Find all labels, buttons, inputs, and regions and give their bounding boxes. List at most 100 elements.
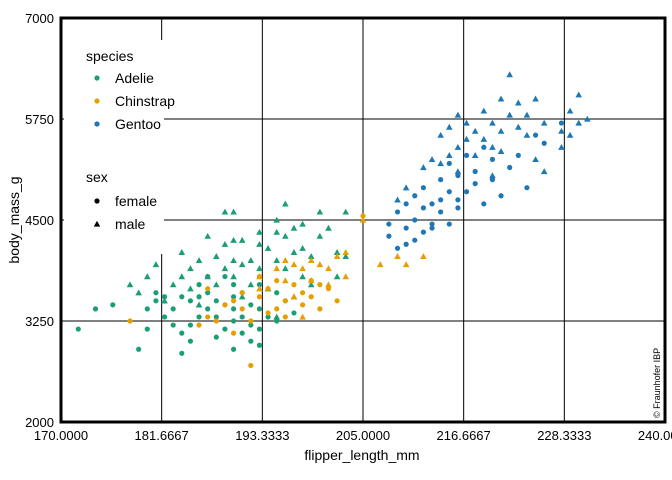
adelie-female-point bbox=[161, 294, 168, 300]
gentoo-female-point bbox=[429, 201, 435, 207]
adelie-male-point bbox=[273, 257, 281, 264]
adelie-male-point bbox=[238, 261, 246, 268]
adelie-male-point bbox=[187, 265, 194, 272]
adelie-male-point bbox=[178, 273, 186, 280]
adelie-female-point bbox=[248, 302, 254, 308]
gentoo-male-point bbox=[489, 119, 496, 126]
gentoo-male-point bbox=[566, 107, 574, 114]
x-axis-ticks: 170.0000 181.6667 193.3333 205.0000 216.6667… bbox=[34, 428, 672, 443]
chinstrap-female-point bbox=[248, 318, 254, 324]
adelie-male-point bbox=[126, 281, 134, 288]
adelie-female-point bbox=[187, 298, 194, 304]
gentoo-female-point bbox=[403, 225, 409, 231]
chinstrap-male-point bbox=[342, 273, 350, 280]
gentoo-female-point bbox=[455, 197, 461, 203]
gentoo-male-point bbox=[540, 119, 548, 126]
gentoo-female-point bbox=[403, 241, 409, 247]
legend-background bbox=[64, 40, 164, 254]
chinstrap-female-point bbox=[308, 294, 314, 300]
adelie-female-point bbox=[136, 346, 142, 352]
adelie-female-point bbox=[248, 338, 254, 344]
legend-adelie-marker bbox=[94, 75, 100, 81]
gentoo-male-point bbox=[497, 95, 505, 102]
chinstrap-female-point bbox=[300, 302, 306, 308]
chinstrap-male-point bbox=[299, 265, 306, 272]
adelie-male-point bbox=[256, 228, 263, 235]
chinstrap-male-point bbox=[376, 261, 384, 268]
gentoo-male-point bbox=[489, 143, 496, 150]
gentoo-female-point bbox=[438, 209, 444, 215]
chinstrap-male-point bbox=[420, 253, 427, 259]
adelie-male-point bbox=[282, 265, 289, 272]
adelie-female-point bbox=[239, 330, 245, 336]
adelie-male-point bbox=[342, 208, 350, 215]
gentoo-male-point bbox=[454, 168, 462, 175]
chinstrap-male-point bbox=[299, 313, 306, 320]
gentoo-male-point bbox=[558, 127, 565, 134]
chinstrap-male-point bbox=[273, 265, 281, 272]
x-axis-title: flipper_length_mm bbox=[304, 447, 419, 463]
adelie-male-point bbox=[221, 240, 229, 247]
adelie-male-point bbox=[273, 216, 281, 223]
chinstrap-male-point bbox=[290, 293, 298, 300]
gentoo-male-point bbox=[471, 127, 479, 134]
gentoo-female-point bbox=[472, 168, 478, 175]
adelie-male-point bbox=[290, 224, 298, 231]
adelie-female-point bbox=[230, 306, 237, 312]
adelie-female-point bbox=[153, 290, 159, 296]
gentoo-male-point bbox=[463, 135, 470, 142]
gentoo-male-point bbox=[454, 111, 462, 118]
gentoo-female-point bbox=[412, 237, 418, 243]
adelie-female-point bbox=[213, 314, 219, 320]
adelie-male-point bbox=[264, 244, 272, 251]
adelie-female-point bbox=[196, 314, 202, 320]
x-tick-label: 193.3333 bbox=[235, 428, 289, 443]
gentoo-female-point bbox=[446, 160, 452, 167]
adelie-female-point bbox=[179, 350, 185, 356]
legend-female-marker bbox=[94, 198, 100, 204]
y-tick-label: 2000 bbox=[25, 415, 54, 430]
chinstrap-male-point bbox=[307, 257, 315, 264]
adelie-male-point bbox=[247, 281, 255, 288]
adelie-male-point bbox=[221, 265, 229, 272]
adelie-male-point bbox=[316, 232, 324, 239]
adelie-female-point bbox=[230, 282, 237, 288]
gentoo-female-point bbox=[394, 209, 401, 215]
adelie-male-point bbox=[342, 253, 350, 259]
adelie-male-point bbox=[333, 249, 341, 255]
gentoo-male-point bbox=[471, 152, 479, 158]
y-tick-label: 5750 bbox=[25, 112, 54, 127]
adelie-male-point bbox=[238, 236, 246, 243]
adelie-male-point bbox=[213, 253, 220, 259]
gentoo-male-point bbox=[515, 123, 522, 130]
adelie-male-point bbox=[221, 208, 229, 215]
adelie-male-point bbox=[230, 273, 237, 280]
adelie-male-point bbox=[204, 273, 211, 280]
adelie-female-point bbox=[179, 294, 185, 300]
adelie-female-point bbox=[196, 282, 202, 288]
x-tick-label: 205.0000 bbox=[336, 428, 390, 443]
gentoo-female-point bbox=[515, 152, 521, 158]
chinstrap-female-point bbox=[291, 282, 297, 288]
adelie-female-point bbox=[230, 318, 237, 324]
gentoo-female-point bbox=[498, 193, 504, 199]
x-tick-label: 240.0000 bbox=[638, 428, 672, 443]
adelie-female-point bbox=[230, 346, 237, 352]
gentoo-male-point bbox=[515, 99, 522, 106]
gentoo-male-point bbox=[506, 111, 513, 118]
adelie-male-point bbox=[178, 249, 186, 255]
chinstrap-female-point bbox=[265, 310, 271, 316]
y-tick-label: 3250 bbox=[25, 314, 54, 329]
gentoo-male-point bbox=[445, 123, 453, 130]
gentoo-male-point bbox=[497, 148, 505, 154]
adelie-male-point bbox=[299, 273, 306, 280]
x-tick-label: 228.3333 bbox=[537, 428, 591, 443]
adelie-female-point bbox=[110, 302, 116, 308]
chinstrap-male-point bbox=[394, 253, 401, 259]
gentoo-male-point bbox=[523, 111, 531, 118]
plot-frame bbox=[59, 16, 667, 424]
gentoo-male-point bbox=[463, 119, 470, 126]
adelie-female-point bbox=[213, 334, 219, 340]
adelie-male-point bbox=[299, 244, 306, 251]
